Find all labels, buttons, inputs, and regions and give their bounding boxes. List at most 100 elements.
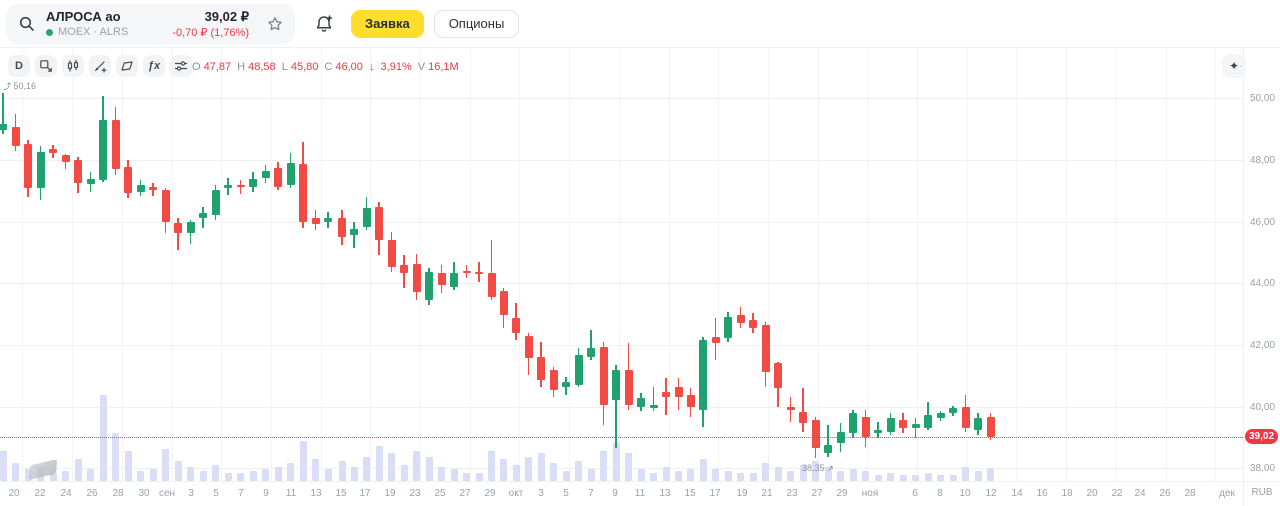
volume-bar	[699, 459, 707, 481]
date-tick-label: 3	[188, 488, 194, 499]
candle-wick	[353, 221, 355, 248]
date-tick-label: 26	[1159, 488, 1171, 499]
date-tick-label: 7	[588, 488, 594, 499]
candle-body	[387, 240, 396, 267]
date-tick-label: 15	[684, 488, 696, 499]
price-tick-label: 44,00	[1250, 278, 1276, 290]
volume-bar	[425, 457, 433, 481]
date-tick-label: 5	[213, 488, 219, 499]
candle-body	[249, 179, 257, 188]
vertical-gridline	[668, 48, 670, 481]
volume-bar	[924, 473, 932, 481]
pattern-tool-icon[interactable]	[116, 55, 138, 77]
horizontal-gridline	[0, 98, 1243, 100]
volume-bar	[774, 467, 782, 481]
search-icon[interactable]	[18, 15, 36, 33]
candle-wick	[802, 388, 804, 432]
close-value: 46,00	[335, 61, 363, 73]
alert-bell-button[interactable]	[311, 11, 337, 37]
vertical-gridline	[22, 48, 24, 481]
ai-sparkles-button[interactable]: ✦ ∙	[1222, 54, 1246, 78]
candle-body	[286, 163, 295, 185]
horizontal-gridline	[0, 468, 1243, 470]
candle-body	[512, 318, 520, 333]
date-tick-label: 5	[563, 488, 569, 499]
volume-bar	[338, 461, 346, 481]
date-tick-label: 29	[484, 488, 496, 499]
volume-bar	[224, 473, 232, 481]
chart-type-icon[interactable]	[35, 55, 57, 77]
date-tick-label: 13	[310, 488, 322, 499]
date-tick-label: 9	[263, 488, 269, 499]
volume-bar	[438, 467, 445, 481]
candle-wick	[615, 365, 617, 448]
indicators-fx-icon[interactable]: ƒx	[143, 55, 165, 77]
volume-bar	[149, 469, 157, 481]
volume-bar	[974, 471, 982, 481]
volume-bar	[712, 469, 719, 481]
volume-bar	[24, 469, 32, 481]
candle-body	[786, 406, 795, 411]
candle-body	[49, 149, 57, 154]
volume-bar	[687, 469, 694, 481]
timeframe-button[interactable]: D	[8, 55, 30, 77]
vertical-gridline	[718, 48, 720, 481]
candles-style-icon[interactable]	[62, 55, 84, 77]
date-tick-label: 7	[238, 488, 244, 499]
options-button[interactable]: Опционы	[433, 9, 520, 38]
volume-bar	[12, 463, 19, 481]
chart-toolbar: D ƒx	[8, 55, 192, 77]
volume-bar	[62, 471, 69, 481]
candle-body	[886, 418, 895, 432]
candle-body	[161, 189, 170, 222]
volume-bar	[550, 463, 557, 481]
vertical-gridline	[767, 48, 769, 481]
candle-wick	[2, 93, 4, 134]
vertical-gridline	[817, 48, 819, 481]
candle-body	[375, 207, 383, 241]
vertical-gridline	[320, 48, 322, 481]
volume-bar	[587, 469, 595, 481]
candle-body	[549, 369, 558, 390]
vertical-gridline	[420, 48, 421, 481]
volume-bar	[388, 453, 395, 481]
candle-body	[186, 221, 195, 234]
order-button[interactable]: Заявка	[351, 9, 424, 38]
date-tick-label: 25	[434, 488, 446, 499]
trendline-tool-icon[interactable]	[89, 55, 111, 77]
candle-body	[574, 354, 583, 386]
candle-body	[211, 189, 220, 215]
candle-body	[74, 159, 82, 184]
candle-body	[761, 324, 770, 372]
candle-body	[99, 119, 107, 180]
date-tick-label: 27	[811, 488, 823, 499]
candle-body	[711, 336, 720, 344]
date-tick-label: 10	[959, 488, 971, 499]
volume-bar	[87, 469, 94, 481]
favorite-star-icon[interactable]	[267, 16, 283, 32]
date-tick-label: 30	[138, 488, 150, 499]
vertical-gridline	[569, 48, 571, 481]
settings-sliders-icon[interactable]	[170, 55, 192, 77]
volume-bar	[637, 469, 645, 481]
last-price-badge: 39,02	[1245, 429, 1278, 445]
candle-body	[799, 411, 807, 423]
currency-label[interactable]: RUB	[1251, 487, 1273, 498]
candle-body	[749, 319, 757, 328]
candle-body	[699, 340, 707, 411]
vertical-gridline	[1016, 48, 1018, 481]
instrument-card[interactable]: АЛРОСА ао MOEX · ALRS 39,02 ₽ -0,70 ₽ (1…	[6, 3, 295, 44]
candle-wick	[827, 425, 829, 457]
candle-body	[224, 184, 232, 189]
volume-bar	[287, 463, 294, 481]
vertical-gridline	[121, 48, 123, 481]
instrument-info: АЛРОСА ао MOEX · ALRS	[46, 9, 128, 38]
candle-body	[86, 179, 95, 184]
volume-bar	[949, 475, 957, 481]
candle-body	[974, 418, 982, 431]
volume-bar	[74, 459, 82, 481]
volume-bar	[600, 451, 607, 481]
date-tick-label: 23	[409, 488, 421, 499]
